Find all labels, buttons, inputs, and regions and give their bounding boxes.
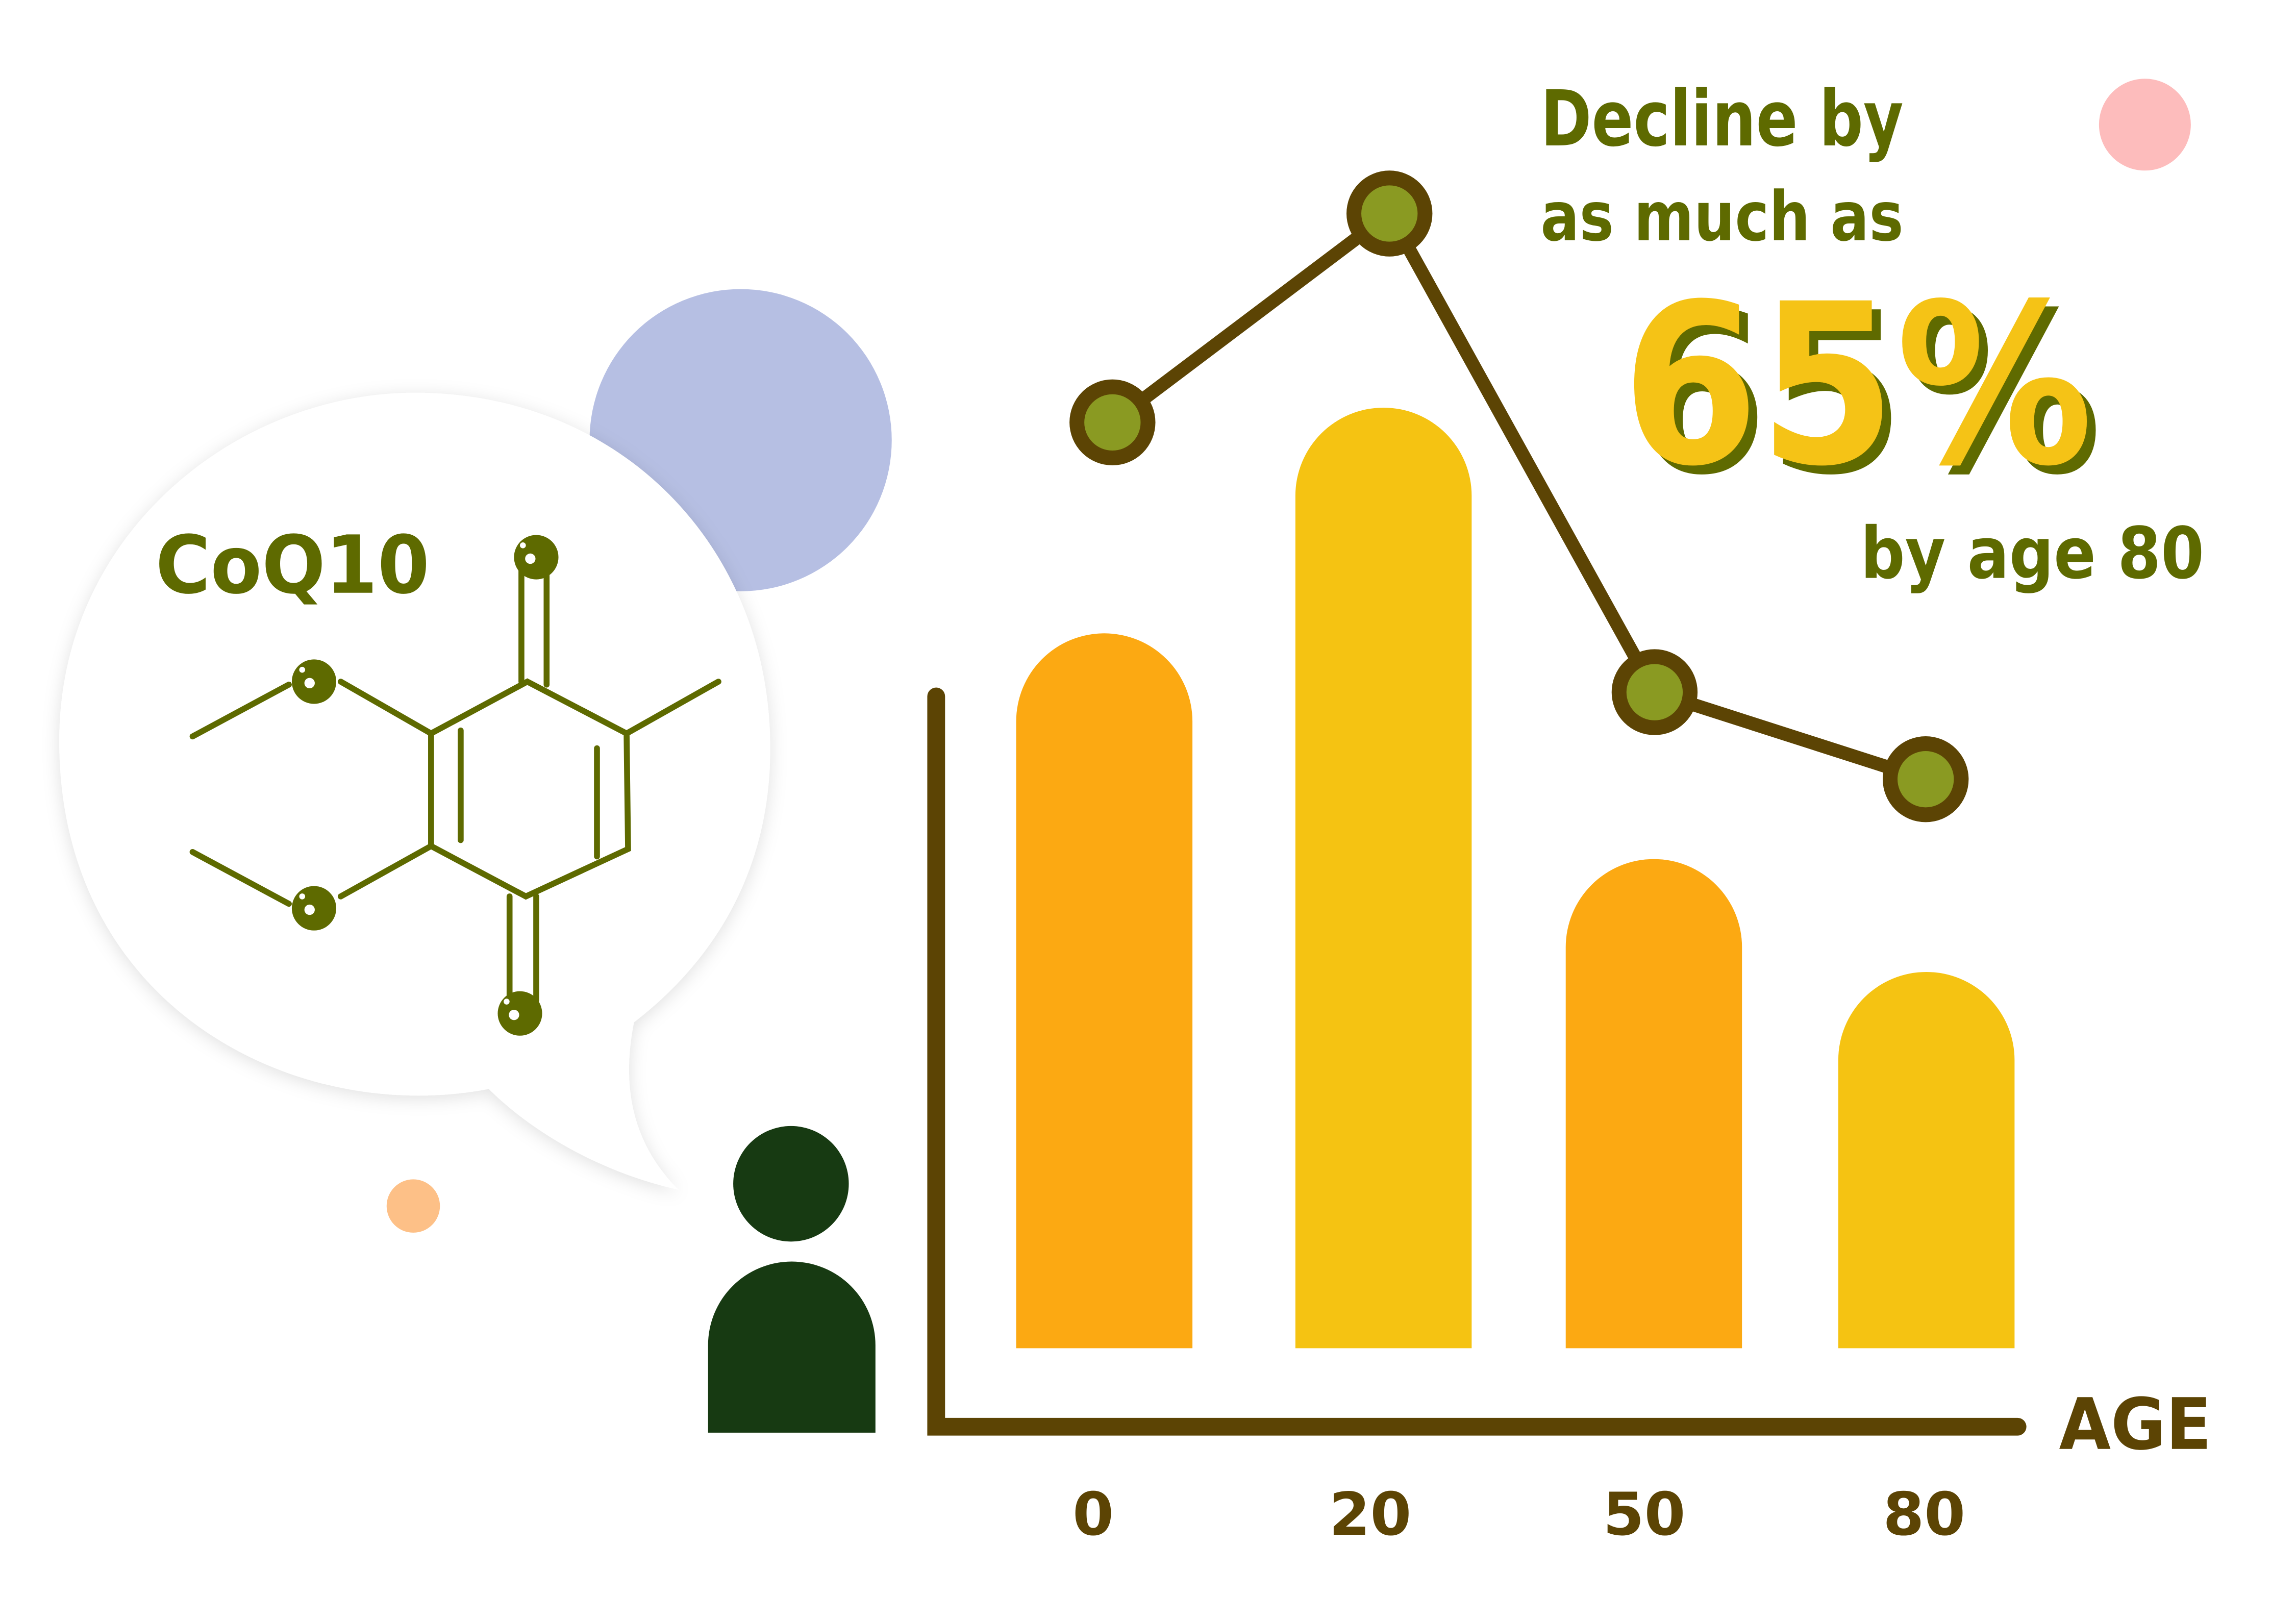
- x-tick-label: 20: [1329, 1480, 1412, 1549]
- bar-80: [1838, 971, 2015, 1349]
- x-axis-label: AGE: [2059, 1383, 2211, 1466]
- axes: [927, 687, 2027, 1436]
- oxygen-atom: [291, 659, 337, 704]
- x-tick-label: 80: [1883, 1480, 1966, 1549]
- headline-line-1: Decline by: [1540, 74, 1903, 164]
- line-series: [1069, 170, 1969, 822]
- bar-series: [1016, 407, 2015, 1349]
- x-tick-label: 50: [1603, 1480, 1686, 1549]
- oxygen-atoms: [291, 535, 559, 1036]
- molecule-label: CoQ10: [156, 518, 430, 612]
- headline-line-3: by age 80: [1860, 512, 2204, 595]
- coq10-molecule-diagram: [189, 567, 721, 1003]
- bar-20: [1295, 407, 1472, 1349]
- bar-50: [1565, 859, 1742, 1349]
- pink-circle-decoration: [2099, 79, 2191, 171]
- x-tick-labels: 0 20 50 80: [1072, 1480, 1965, 1549]
- person-icon: [708, 1126, 876, 1433]
- trend-point-inner: [1898, 751, 1954, 808]
- chart-axis-lines: [927, 687, 2027, 1436]
- oxygen-atom: [514, 535, 559, 580]
- bar-0: [1016, 633, 1193, 1349]
- peach-circle-decoration: [386, 1179, 440, 1233]
- trend-line: [1108, 204, 1928, 786]
- headline-line-2: as much as: [1540, 178, 1903, 257]
- trend-point-inner: [1084, 394, 1141, 451]
- oxygen-atom: [291, 886, 337, 931]
- oxygen-atom: [497, 991, 542, 1036]
- headline-percent: 65%: [1622, 256, 2093, 515]
- trend-point-inner: [1361, 185, 1418, 242]
- trend-point-inner: [1626, 664, 1683, 720]
- x-tick-label: 0: [1072, 1480, 1114, 1549]
- speech-bubble: [59, 392, 770, 1190]
